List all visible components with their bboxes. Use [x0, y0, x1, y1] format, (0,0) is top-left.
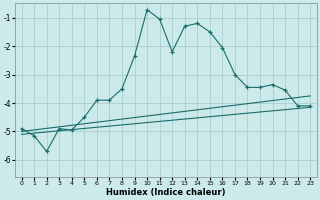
X-axis label: Humidex (Indice chaleur): Humidex (Indice chaleur): [106, 188, 226, 197]
